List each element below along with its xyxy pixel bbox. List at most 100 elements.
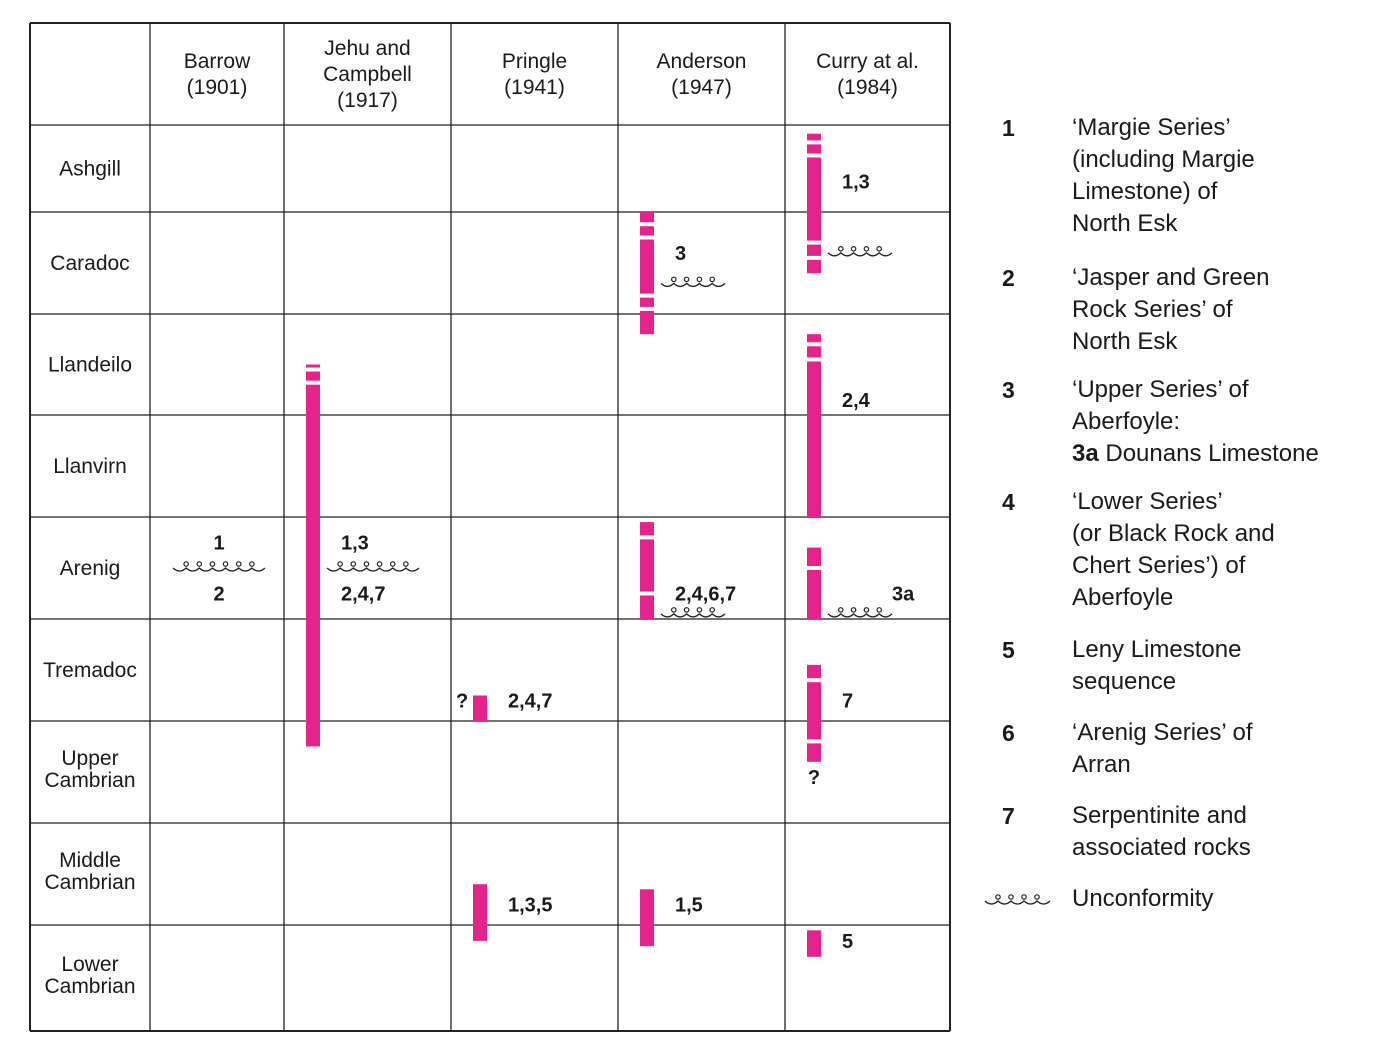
unconformity-dot (363, 561, 370, 567)
legend-line: North Esk (1072, 210, 1178, 237)
unconformity-dot (876, 246, 883, 252)
legend-number: 1 (1002, 115, 1015, 141)
legend-line: Aberfoyle (1072, 584, 1174, 611)
bar-break (806, 153, 822, 158)
data-label: 1,3 (341, 533, 369, 555)
unconformity-dot (389, 561, 396, 567)
unconformity-dot (709, 276, 716, 283)
row-header: Upper (61, 747, 118, 770)
legend-line: ‘Lower Series’ (1072, 488, 1223, 515)
unconformity-symbol (827, 607, 893, 618)
column-header: Jehu and (324, 37, 410, 60)
unconformity-dot (196, 561, 203, 567)
legend-line: Chert Series’) of (1072, 552, 1246, 579)
legend-number: 2 (1002, 265, 1015, 291)
unconformity-dot (709, 607, 716, 613)
unconformity-wave (172, 567, 266, 572)
stratigraphic-bar (807, 334, 821, 523)
unconformity-dot (209, 561, 216, 567)
unconformity-dot (876, 607, 883, 613)
unconformity-dot (863, 246, 870, 252)
unconformity-wave (827, 251, 893, 257)
row-header: Arenig (60, 557, 121, 580)
row-header: Caradoc (50, 252, 129, 275)
stratigraphic-bar (807, 547, 821, 619)
legend-line: ‘Arenig Series’ of (1072, 719, 1253, 746)
unconformity-symbol (660, 276, 726, 288)
bar-break (305, 380, 321, 385)
data-label: 2,4,6,7 (675, 584, 736, 606)
unconformity-dot (683, 607, 690, 613)
bar-break (806, 678, 822, 683)
data-label: 1,5 (675, 895, 703, 917)
data-label: ? (456, 691, 468, 713)
unconformity-dot (850, 246, 857, 252)
unconformity-dot (222, 561, 229, 567)
stratigraphic-bar (807, 664, 821, 762)
legend-number: 5 (1002, 637, 1015, 663)
bar-break (806, 518, 822, 523)
legend-number: 6 (1002, 720, 1015, 746)
bar-break (639, 235, 655, 240)
bar-break (806, 140, 822, 145)
bar-break (639, 306, 655, 311)
row-header: Tremadoc (43, 659, 137, 682)
legend-line: associated rocks (1072, 834, 1251, 861)
data-label: 1,3 (842, 172, 870, 194)
unconformity-dot (850, 607, 857, 613)
data-label: 7 (842, 691, 853, 713)
row-header: Llanvirn (53, 455, 127, 478)
legend-number: 4 (1002, 489, 1015, 515)
stratigraphic-bar (473, 695, 487, 721)
unconformity-dot (670, 607, 677, 613)
row-header: Cambrian (44, 871, 135, 894)
unconformity-wave (660, 282, 726, 288)
legend-text: ‘Margie Series’ (including Margie Limeston… (1072, 112, 1392, 240)
data-label: 1 (213, 533, 224, 555)
legend-number: 7 (1002, 803, 1015, 829)
unconformity-symbol (660, 607, 726, 618)
grid (29, 22, 951, 1032)
column-header: (1941) (504, 76, 565, 99)
unconformity-symbol-icon (984, 894, 1051, 905)
column-header: (1901) (187, 76, 248, 99)
bar-break (806, 255, 822, 260)
column-header: Pringle (502, 50, 567, 73)
legend-text: ‘Lower Series’ (or Black Rock and Chert Se… (1072, 486, 1392, 614)
bar-break (806, 739, 822, 744)
row-header: Llandeilo (48, 354, 132, 377)
legend-line: 3a Dounans Limestone (1072, 440, 1319, 467)
bar-break (639, 535, 655, 540)
data-label: 5 (842, 931, 853, 953)
unconformity-wave (660, 613, 726, 618)
legend-text: Serpentinite and associated rocks (1072, 800, 1392, 864)
stratigraphic-bar (640, 889, 654, 947)
stratigraphic-bar (807, 133, 821, 274)
unconformity-dot (837, 607, 844, 613)
data-label: 2,4,7 (341, 584, 385, 606)
bar-break (806, 342, 822, 347)
legend-line: Rock Series’ of (1072, 296, 1233, 323)
legend-text: ‘Jasper and Green Rock Series’ of North Es… (1072, 262, 1392, 358)
unconformity-symbol (827, 246, 893, 257)
legend-line: Serpentinite and (1072, 802, 1247, 829)
legend-line: ‘Jasper and Green (1072, 264, 1270, 291)
data-label: 2,4 (842, 390, 871, 412)
bar-break (639, 591, 655, 596)
data-label: 2 (213, 584, 224, 606)
data-label: 3a (892, 584, 915, 606)
legend-number: 3 (1002, 377, 1015, 403)
unconformity-dot (696, 607, 703, 613)
data-label: ? (808, 767, 820, 789)
column-header: (1917) (337, 89, 398, 112)
bar-break (806, 357, 822, 362)
legend-line: North Esk (1072, 328, 1178, 355)
legend-text: ‘Upper Series’ of Aberfoyle: 3a Dounans Li… (1072, 374, 1392, 470)
row-header: Lower (61, 953, 118, 976)
unconformity-symbol (172, 561, 266, 572)
unconformity-dot (683, 276, 690, 283)
unconformity-dot (235, 561, 242, 567)
bar-break (806, 566, 822, 570)
legend-line: ‘Upper Series’ of (1072, 376, 1249, 403)
unconformity-wave (827, 613, 893, 618)
